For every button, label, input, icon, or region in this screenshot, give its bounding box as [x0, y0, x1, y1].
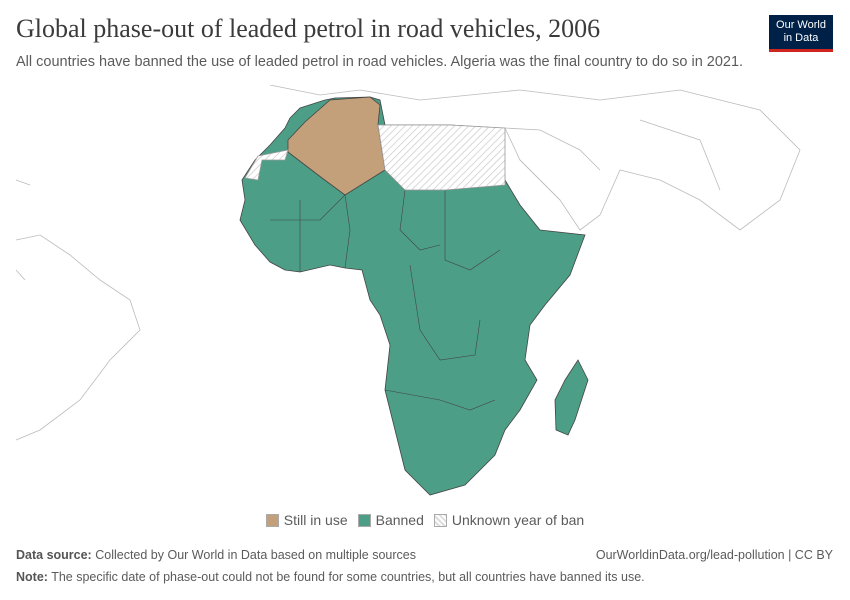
legend-unknown[interactable]: Unknown year of ban [433, 512, 584, 528]
choropleth-map[interactable] [0, 85, 850, 505]
country-western-sahara[interactable] [244, 149, 289, 181]
legend-still-in-use[interactable]: Still in use [265, 512, 348, 528]
country-borders [270, 169, 501, 411]
legend-swatch [433, 513, 447, 527]
data-source: Data source: Collected by Our World in D… [16, 548, 416, 562]
subtitle: All countries have banned the use of lea… [16, 54, 744, 70]
legend-swatch [265, 513, 279, 527]
legend-banned[interactable]: Banned [357, 512, 424, 528]
background-countries [15, 85, 801, 441]
country-madagascar[interactable] [554, 359, 589, 436]
source-url[interactable]: OurWorldinData.org/lead-pollution | CC B… [595, 548, 833, 562]
note: Note: The specific date of phase-out cou… [16, 570, 645, 584]
legend-swatch [357, 513, 371, 527]
map-legend: Still in use Banned Unknown year of ban [0, 512, 850, 528]
page-title: Global phase-out of leaded petrol in roa… [16, 14, 601, 43]
owid-logo[interactable]: Our World in Data [769, 15, 833, 52]
country-libya-egypt[interactable] [377, 124, 506, 191]
